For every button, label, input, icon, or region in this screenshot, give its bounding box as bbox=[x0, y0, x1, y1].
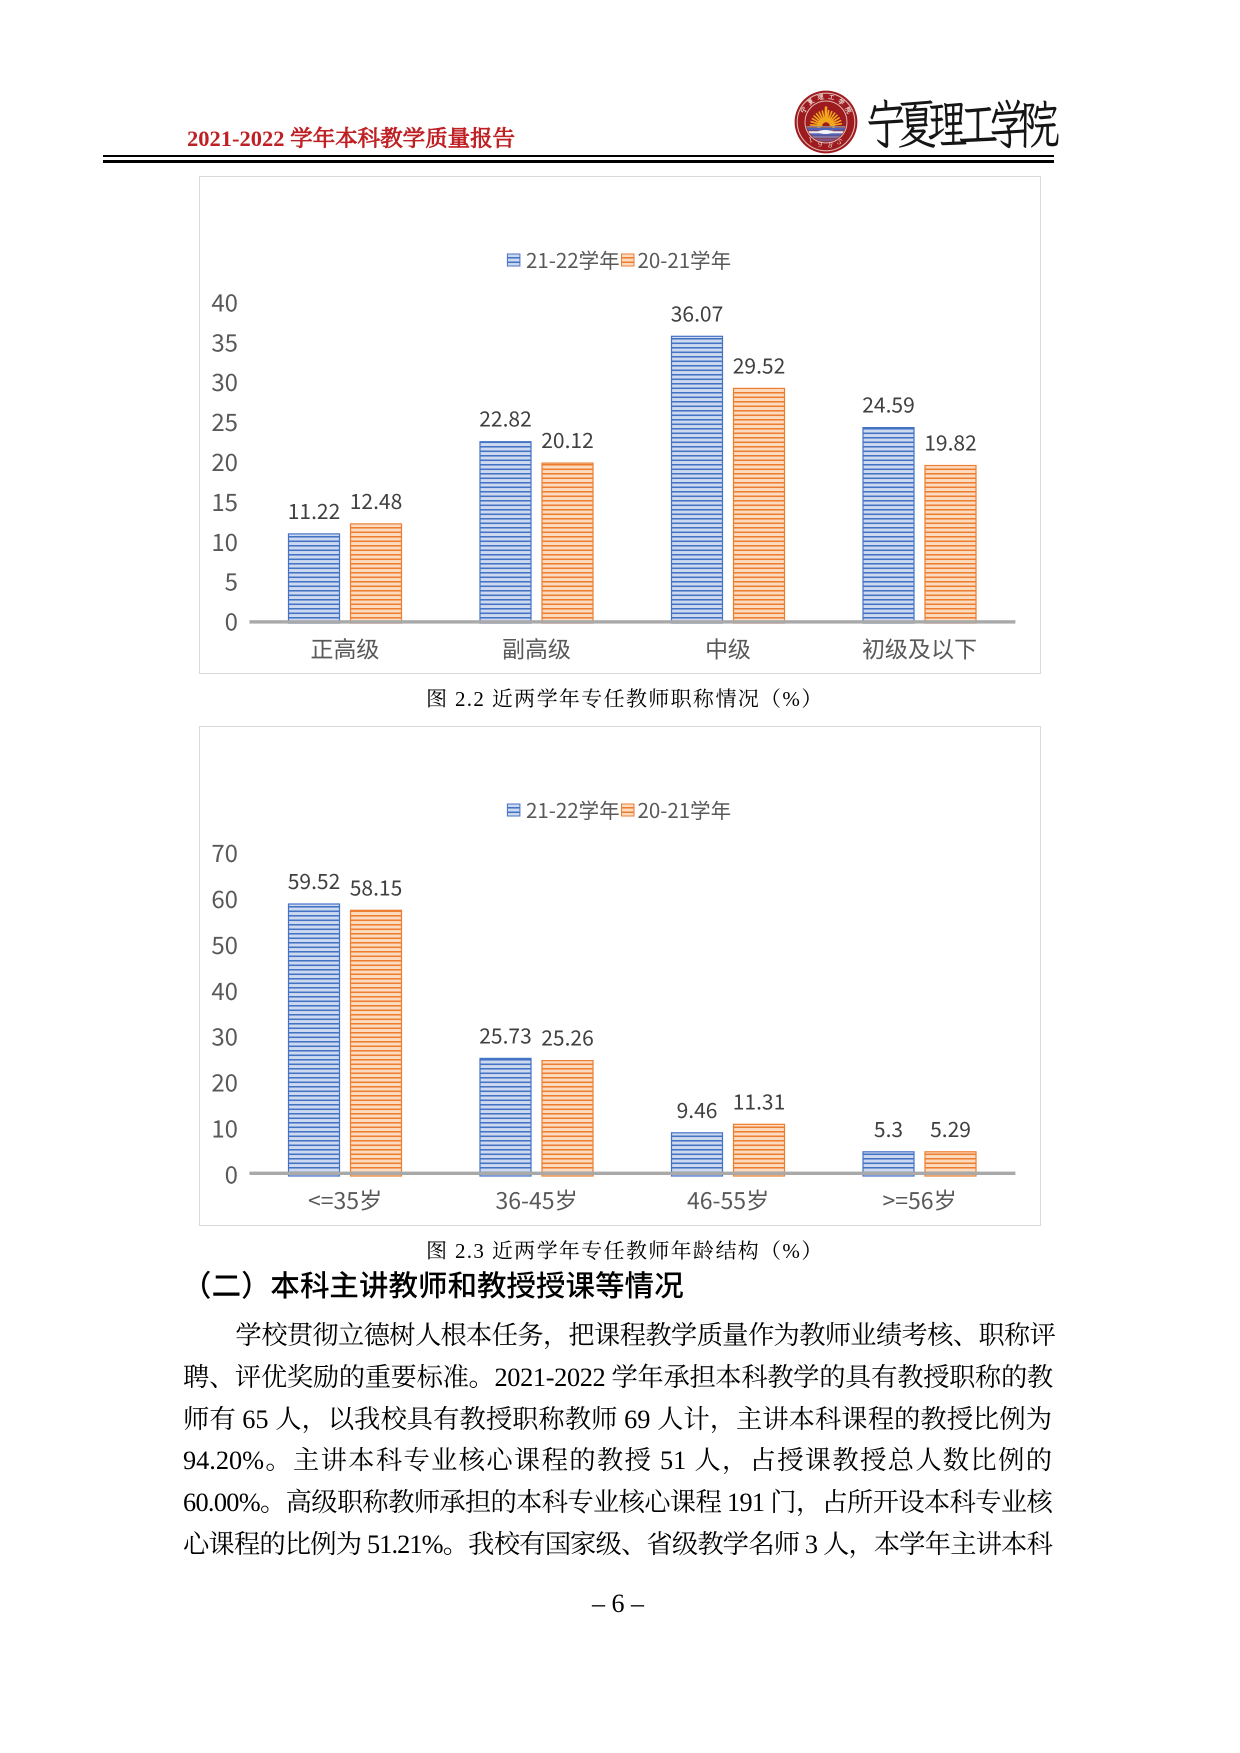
svg-text:5: 5 bbox=[836, 137, 843, 147]
svg-text:35: 35 bbox=[211, 323, 238, 358]
svg-text:>=56岁: >=56岁 bbox=[882, 1182, 956, 1216]
svg-text:24.59: 24.59 bbox=[862, 390, 914, 420]
svg-text:20: 20 bbox=[211, 1064, 238, 1099]
svg-text:25.26: 25.26 bbox=[541, 1023, 593, 1053]
svg-text:30: 30 bbox=[211, 363, 238, 398]
svg-text:9: 9 bbox=[817, 140, 822, 149]
svg-text:30: 30 bbox=[211, 1018, 238, 1053]
svg-text:22.82: 22.82 bbox=[479, 404, 531, 434]
svg-text:36.07: 36.07 bbox=[671, 298, 723, 328]
svg-text:正高级: 正高级 bbox=[311, 631, 380, 665]
svg-text:10: 10 bbox=[211, 523, 238, 558]
svg-text:50: 50 bbox=[211, 926, 238, 961]
svg-text:25.73: 25.73 bbox=[479, 1020, 531, 1050]
svg-text:60: 60 bbox=[211, 880, 238, 915]
svg-text:初级及以下: 初级及以下 bbox=[862, 631, 977, 665]
svg-text:学: 学 bbox=[836, 96, 847, 107]
svg-text:40: 40 bbox=[211, 283, 238, 318]
svg-text:9.46: 9.46 bbox=[677, 1095, 718, 1125]
svg-text:20-21学年: 20-21学年 bbox=[638, 244, 732, 274]
svg-text:20.12: 20.12 bbox=[541, 425, 593, 455]
svg-text:5: 5 bbox=[225, 563, 238, 598]
svg-text:中级: 中级 bbox=[705, 631, 751, 665]
svg-text:10: 10 bbox=[211, 1110, 238, 1145]
svg-text:58.15: 58.15 bbox=[350, 872, 402, 902]
svg-text:0: 0 bbox=[225, 603, 238, 638]
svg-text:<=35岁: <=35岁 bbox=[308, 1182, 382, 1216]
svg-text:11.22: 11.22 bbox=[288, 496, 340, 526]
svg-text:21-22学年: 21-22学年 bbox=[526, 244, 620, 274]
svg-text:21-22学年: 21-22学年 bbox=[526, 794, 620, 824]
svg-text:36-45岁: 36-45岁 bbox=[495, 1182, 577, 1216]
svg-text:副高级: 副高级 bbox=[502, 631, 571, 665]
svg-text:15: 15 bbox=[211, 483, 238, 518]
svg-text:20: 20 bbox=[211, 443, 238, 478]
svg-text:5.3: 5.3 bbox=[874, 1114, 903, 1144]
svg-text:11.31: 11.31 bbox=[733, 1086, 785, 1116]
svg-text:院: 院 bbox=[843, 105, 854, 115]
svg-text:工: 工 bbox=[827, 92, 836, 102]
svg-text:40: 40 bbox=[211, 972, 238, 1007]
svg-text:59.52: 59.52 bbox=[288, 866, 340, 896]
svg-text:46-55岁: 46-55岁 bbox=[687, 1182, 769, 1216]
svg-text:12.48: 12.48 bbox=[350, 486, 402, 516]
svg-text:夏: 夏 bbox=[805, 96, 816, 107]
svg-text:0: 0 bbox=[225, 1156, 238, 1191]
svg-text:20-21学年: 20-21学年 bbox=[638, 794, 732, 824]
svg-text:25: 25 bbox=[211, 403, 238, 438]
svg-text:70: 70 bbox=[211, 834, 238, 869]
svg-text:1: 1 bbox=[807, 135, 814, 145]
svg-text:宁: 宁 bbox=[798, 105, 809, 115]
svg-text:5.29: 5.29 bbox=[930, 1114, 971, 1144]
svg-text:8: 8 bbox=[828, 140, 833, 149]
svg-text:29.52: 29.52 bbox=[733, 350, 785, 380]
svg-text:19.82: 19.82 bbox=[924, 428, 976, 458]
svg-text:理: 理 bbox=[815, 92, 825, 102]
